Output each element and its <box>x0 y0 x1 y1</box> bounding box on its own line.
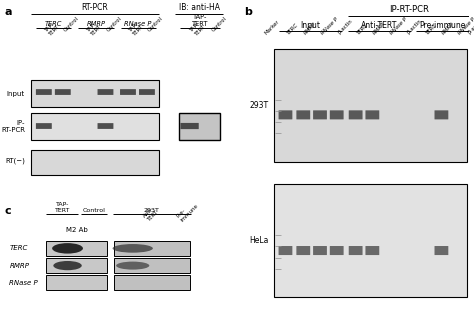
Ellipse shape <box>116 262 149 270</box>
Text: RNase P: RNase P <box>457 16 474 35</box>
Text: RT-PCR: RT-PCR <box>82 3 108 12</box>
Text: Control: Control <box>105 15 122 32</box>
Text: Input: Input <box>7 91 25 97</box>
Text: IP-RT-PCR: IP-RT-PCR <box>389 5 429 14</box>
Text: 293T: 293T <box>144 207 160 212</box>
Text: Control: Control <box>211 15 228 32</box>
Text: M2 Ab: M2 Ab <box>65 227 87 233</box>
FancyBboxPatch shape <box>36 123 52 129</box>
Text: RMRP: RMRP <box>9 263 29 269</box>
Bar <box>274 49 467 162</box>
Text: RNase P: RNase P <box>389 16 408 35</box>
FancyBboxPatch shape <box>435 110 448 120</box>
FancyBboxPatch shape <box>435 246 448 255</box>
Ellipse shape <box>112 244 153 253</box>
Text: Control: Control <box>82 207 105 212</box>
Text: RMRP: RMRP <box>86 21 106 27</box>
Text: TERC: TERC <box>45 21 62 27</box>
Text: β-actin: β-actin <box>467 19 474 35</box>
FancyBboxPatch shape <box>365 246 379 255</box>
Ellipse shape <box>52 243 83 254</box>
Text: Pre-
immune: Pre- immune <box>175 199 199 223</box>
Text: 293T: 293T <box>250 101 269 110</box>
Text: TERC: TERC <box>9 245 28 251</box>
Text: RMRP: RMRP <box>303 21 318 35</box>
Text: TAP-
TERT: TAP- TERT <box>55 202 70 212</box>
FancyBboxPatch shape <box>330 246 344 255</box>
Text: TAP-
TERT: TAP- TERT <box>44 20 61 37</box>
Text: HeLa: HeLa <box>249 236 269 245</box>
Text: RNase P: RNase P <box>320 16 339 35</box>
Text: TAP-
TERT: TAP- TERT <box>86 20 103 37</box>
Text: TAP-
TERT: TAP- TERT <box>190 20 207 37</box>
Text: Input: Input <box>300 21 320 30</box>
Bar <box>46 258 107 273</box>
FancyBboxPatch shape <box>279 246 292 255</box>
FancyBboxPatch shape <box>296 110 310 120</box>
Text: RNase P: RNase P <box>124 21 151 27</box>
Text: TERC: TERC <box>356 22 369 35</box>
Text: b: b <box>244 7 252 17</box>
Text: a: a <box>5 7 12 17</box>
FancyBboxPatch shape <box>349 110 363 120</box>
Text: c: c <box>5 206 11 216</box>
Bar <box>46 241 107 256</box>
FancyBboxPatch shape <box>330 110 344 120</box>
FancyBboxPatch shape <box>36 89 52 95</box>
FancyBboxPatch shape <box>98 89 113 95</box>
FancyBboxPatch shape <box>139 89 155 95</box>
Text: Anti-
TERT: Anti- TERT <box>142 206 159 223</box>
Text: RNase P: RNase P <box>9 280 38 286</box>
Text: IB: anti-HA: IB: anti-HA <box>179 3 219 12</box>
Text: TERC: TERC <box>425 22 438 35</box>
Text: RMRP: RMRP <box>373 21 387 35</box>
Bar <box>46 275 107 290</box>
Text: TERC: TERC <box>285 22 299 35</box>
Bar <box>114 258 190 273</box>
Text: RMRP: RMRP <box>441 21 456 35</box>
Text: Marker: Marker <box>263 19 280 35</box>
Text: Control: Control <box>63 15 80 32</box>
FancyBboxPatch shape <box>55 89 71 95</box>
Bar <box>179 113 220 140</box>
Text: TAP-
TERT: TAP- TERT <box>192 14 209 27</box>
FancyBboxPatch shape <box>120 89 136 95</box>
FancyBboxPatch shape <box>296 246 310 255</box>
Text: TAP-
TERT: TAP- TERT <box>128 20 145 37</box>
Text: Control: Control <box>147 15 164 32</box>
FancyBboxPatch shape <box>98 123 113 129</box>
Bar <box>114 241 190 256</box>
Text: Anti-TERT: Anti-TERT <box>361 21 397 30</box>
Bar <box>31 80 159 107</box>
Text: β-actin: β-actin <box>406 19 422 35</box>
Text: RT(−): RT(−) <box>5 158 25 165</box>
FancyBboxPatch shape <box>365 110 379 120</box>
FancyBboxPatch shape <box>181 123 199 129</box>
Bar <box>31 113 159 140</box>
Ellipse shape <box>53 261 82 270</box>
FancyBboxPatch shape <box>313 110 327 120</box>
Bar <box>114 275 190 290</box>
FancyBboxPatch shape <box>279 110 292 120</box>
Text: β-actin: β-actin <box>337 19 354 35</box>
Bar <box>31 150 159 175</box>
Text: Pre-immune: Pre-immune <box>419 21 466 30</box>
FancyBboxPatch shape <box>349 246 363 255</box>
Bar <box>274 184 467 297</box>
FancyBboxPatch shape <box>313 246 327 255</box>
Text: IP-
RT-PCR: IP- RT-PCR <box>1 120 25 133</box>
